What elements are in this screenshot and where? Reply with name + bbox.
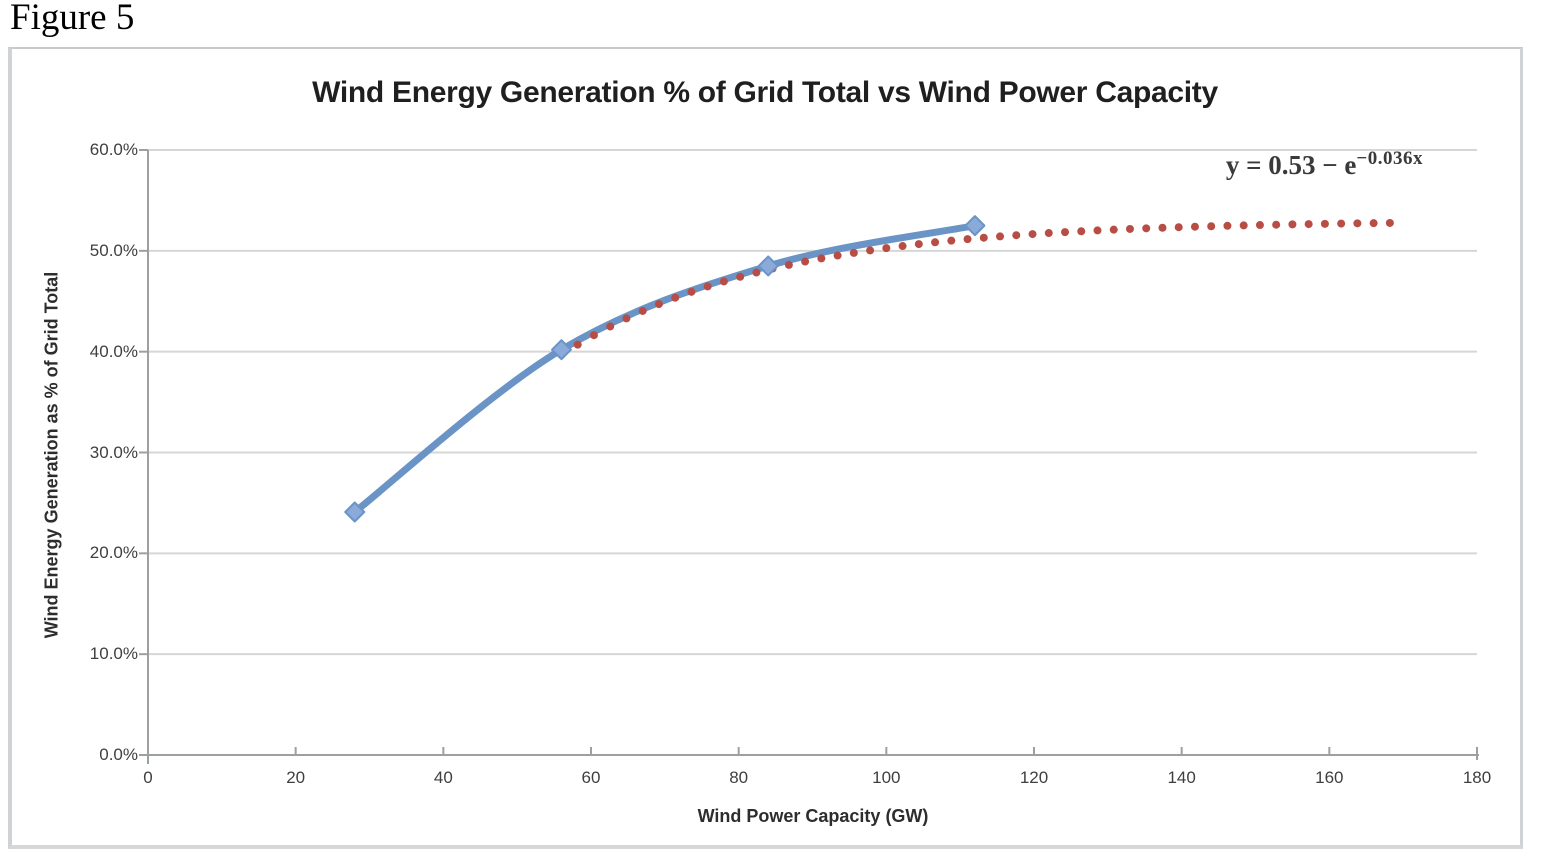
trendline-dot bbox=[1093, 226, 1102, 235]
x-tick-label: 160 bbox=[1315, 768, 1344, 787]
trendline-dot bbox=[1142, 224, 1151, 233]
x-tick-label: 80 bbox=[729, 768, 749, 787]
trendline-dot bbox=[638, 306, 647, 315]
trendline-equation: y = 0.53 − e−0.036x bbox=[1225, 148, 1423, 181]
data-point-marker bbox=[344, 501, 366, 523]
trendline-dot bbox=[671, 293, 680, 302]
trendline-dot bbox=[1320, 219, 1329, 228]
trendline-dot bbox=[1255, 221, 1264, 230]
trendline-dot bbox=[882, 244, 891, 253]
equation-base: y = 0.53 − e bbox=[1225, 150, 1357, 180]
data-point-marker bbox=[550, 339, 572, 361]
trendline-dot bbox=[849, 248, 858, 257]
y-tick-label: 0.0% bbox=[99, 745, 138, 764]
x-tick-label: 120 bbox=[1019, 768, 1049, 787]
trendline-dot bbox=[1190, 222, 1199, 231]
trendline-dot bbox=[1288, 220, 1297, 229]
trendline-dot bbox=[1077, 227, 1086, 236]
figure-label: Figure 5 bbox=[10, 0, 135, 38]
trendline-dot bbox=[1223, 221, 1232, 230]
trendline-dot bbox=[736, 272, 745, 281]
trendline-dot bbox=[573, 340, 582, 349]
trendline-dot bbox=[1125, 224, 1134, 233]
trendline-dot bbox=[979, 233, 988, 242]
x-tick-label: 40 bbox=[433, 768, 453, 787]
x-tick-label: 100 bbox=[872, 768, 901, 787]
chart-title: Wind Energy Generation % of Grid Total v… bbox=[312, 76, 1218, 109]
trendline-dot bbox=[1174, 223, 1183, 232]
data-point-marker bbox=[757, 255, 779, 277]
trendline-dot bbox=[833, 251, 842, 260]
chart-frame bbox=[8, 47, 1523, 849]
x-axis-title: Wind Power Capacity (GW) bbox=[697, 806, 929, 826]
trendline-dot bbox=[622, 314, 631, 323]
trendline-dot bbox=[963, 235, 972, 244]
trendline-dot bbox=[1272, 220, 1281, 229]
data-point-marker bbox=[964, 215, 986, 237]
trendline-dot bbox=[703, 282, 712, 291]
observed-series-line bbox=[351, 222, 979, 516]
trendline-dot bbox=[914, 240, 923, 249]
x-tick-label: 20 bbox=[286, 768, 306, 787]
trendline-dot bbox=[606, 322, 615, 331]
trendline-dot bbox=[687, 287, 696, 296]
x-tick-label: 60 bbox=[581, 768, 601, 787]
trendline-dot bbox=[1369, 219, 1378, 228]
x-tick-label: 140 bbox=[1167, 768, 1196, 787]
trendline-dot bbox=[996, 232, 1005, 241]
y-tick-label: 30.0% bbox=[89, 442, 138, 462]
trendline-dot bbox=[1304, 220, 1313, 229]
y-tick-label: 50.0% bbox=[89, 240, 138, 260]
y-tick-label: 10.0% bbox=[89, 644, 138, 664]
trendline-dot bbox=[1028, 230, 1037, 239]
trendline-dot bbox=[801, 257, 810, 266]
equation-exponent: −0.036x bbox=[1356, 148, 1423, 169]
x-tick-label: 0 bbox=[143, 768, 153, 787]
trendline-dot bbox=[589, 331, 598, 340]
y-tick-label: 40.0% bbox=[89, 341, 138, 361]
trendline-dot bbox=[1207, 222, 1216, 231]
trendline-dot bbox=[931, 238, 940, 247]
y-tick-label: 60.0% bbox=[89, 140, 138, 159]
trendline-dot bbox=[752, 268, 761, 277]
trendline-dot bbox=[1044, 229, 1053, 238]
trendline-dot bbox=[1239, 221, 1248, 230]
trendline-dot bbox=[654, 300, 663, 309]
trendline-dot bbox=[1109, 225, 1118, 234]
trendline-dot bbox=[866, 246, 875, 255]
trendline-dot bbox=[817, 254, 826, 263]
trendline-dot bbox=[1385, 218, 1394, 227]
trendline-dot bbox=[947, 236, 956, 245]
trendline-dot bbox=[1012, 231, 1021, 240]
trendline-dot bbox=[898, 242, 907, 251]
trendline-dot bbox=[1337, 219, 1346, 228]
trendline-dot bbox=[784, 260, 793, 269]
trendline-dot bbox=[1158, 223, 1167, 232]
y-tick-label: 20.0% bbox=[89, 543, 138, 563]
trendline-dot bbox=[719, 277, 728, 286]
trendline-dot bbox=[1353, 219, 1362, 228]
y-axis-title: Wind Energy Generation as % of Grid Tota… bbox=[41, 271, 62, 639]
trendline-dot bbox=[1061, 228, 1070, 237]
x-tick-label: 180 bbox=[1462, 768, 1492, 787]
